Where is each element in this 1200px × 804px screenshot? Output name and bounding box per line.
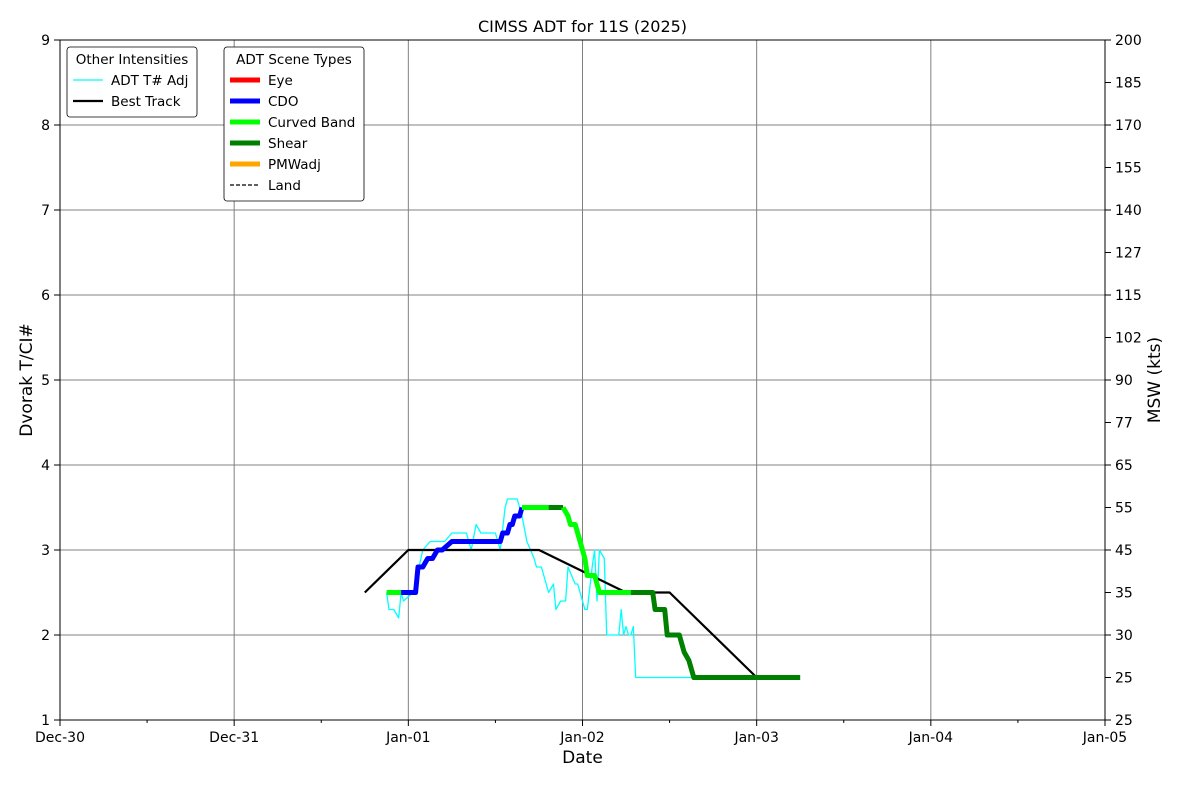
x-axis-title: Date [562, 748, 603, 768]
y2-tick-label: 140 [1115, 203, 1142, 219]
series-line-adt-t-adj [385, 498, 699, 679]
y2-tick-label: 25 [1115, 713, 1133, 729]
y2-tick-label: 200 [1115, 33, 1142, 49]
legend-label: Shear [268, 136, 308, 152]
y2-tick-label: 77 [1115, 416, 1133, 432]
y-tick-label: 1 [41, 713, 50, 729]
x-tick-label: Jan-01 [385, 730, 430, 746]
legend-label: Best Track [111, 94, 181, 110]
legend-label: Curved Band [268, 115, 355, 131]
legend-label: PMWadj [268, 157, 321, 173]
x-tick-label: Dec-31 [209, 730, 259, 746]
legend-label: Eye [268, 73, 293, 89]
y2-tick-label: 35 [1115, 586, 1133, 602]
legend-frame [66, 46, 198, 118]
y2-tick-label: 55 [1115, 501, 1133, 517]
x-tick-label: Jan-02 [559, 730, 604, 746]
x-tick-label: Dec-30 [35, 730, 85, 746]
y2-tick-label: 90 [1115, 373, 1133, 389]
y-tick-label: 8 [41, 118, 50, 134]
y2-axis-title: MSW (kts) [1145, 337, 1165, 423]
legend-label: Land [268, 178, 301, 194]
legend-title: Other Intensities [76, 52, 188, 68]
y-tick-label: 6 [41, 288, 50, 304]
y-tick-label: 5 [41, 373, 50, 389]
y2-tick-label: 185 [1115, 76, 1142, 92]
y2-tick-label: 170 [1115, 118, 1142, 134]
y2-tick-label: 155 [1115, 161, 1142, 177]
y2-tick-label: 45 [1115, 543, 1133, 559]
legend-label: ADT T# Adj [111, 73, 188, 89]
scene-segment-shear [630, 590, 801, 680]
y2-tick-label: 65 [1115, 458, 1133, 474]
y-tick-label: 4 [41, 458, 50, 474]
y-tick-label: 7 [41, 203, 50, 219]
legend-title: ADT Scene Types [236, 52, 352, 68]
y2-tick-label: 127 [1115, 246, 1142, 262]
legend-adt-scene-types: ADT Scene Types Eye CDO Curved Band Shear PMW… [223, 46, 365, 202]
series-layer [364, 498, 801, 680]
y2-tick-label: 25 [1115, 671, 1133, 687]
chart-title: CIMSS ADT for 11S (2025) [478, 17, 687, 36]
legend-other-intensities: Other Intensities ADT T# Adj Best Track [66, 46, 198, 118]
legend-label: CDO [268, 94, 298, 110]
y2-tick-label: 30 [1115, 628, 1133, 644]
y2-tick-label: 115 [1115, 288, 1142, 304]
scene-segment-curved-band [560, 506, 631, 595]
y-tick-label: 2 [41, 628, 50, 644]
x-tick-label: Jan-03 [733, 730, 778, 746]
y-tick-label: 3 [41, 543, 50, 559]
y-axis-title: Dvorak T/CI# [17, 323, 37, 436]
axes: Dec-30 Dec-31 Jan-01 Jan-02 Jan-03 Jan-04 Jan-… [35, 33, 1142, 746]
x-tick-label: Jan-04 [908, 730, 954, 746]
legends: Other Intensities ADT T# Adj Best Track ADT… [66, 46, 365, 202]
scene-segment-cdo [401, 506, 525, 595]
x-tick-label: Jan-05 [1082, 730, 1127, 746]
y-tick-label: 9 [41, 33, 50, 49]
y2-tick-label: 102 [1115, 331, 1142, 347]
series-line-best-track [364, 548, 758, 679]
